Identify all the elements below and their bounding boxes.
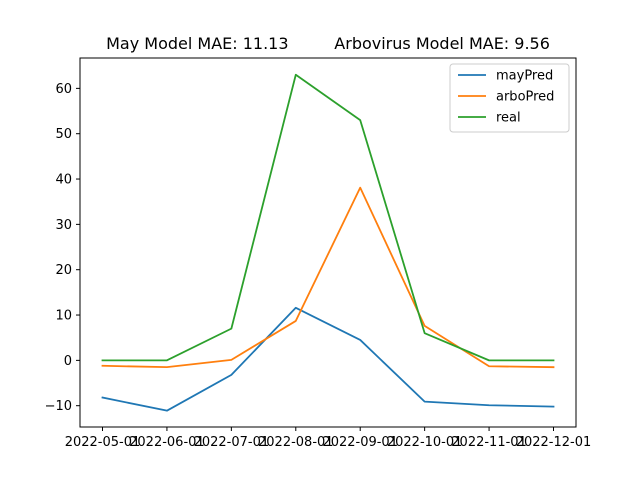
- x-tick-label: 2022-09-01: [322, 435, 398, 450]
- x-tick-label: 2022-08-01: [258, 435, 334, 450]
- x-tick-label: 2022-11-01: [451, 435, 527, 450]
- series-line-arboPred: [101, 186, 555, 369]
- x-tick-label: 2022-07-01: [194, 435, 270, 450]
- y-tick-label: 50: [55, 127, 72, 142]
- x-tick-label: 2022-10-01: [387, 435, 463, 450]
- series-layer: [101, 73, 555, 412]
- x-tick-label: 2022-06-01: [129, 435, 205, 450]
- legend-label-arboPred: arboPred: [496, 90, 554, 105]
- legend-box: [449, 63, 570, 133]
- x-tick-label: 2022-12-01: [516, 435, 592, 450]
- y-tick-label: 20: [55, 263, 72, 278]
- axes-layer: −1001020304050602022-05-012022-06-012022…: [45, 57, 592, 450]
- chart-title: May Model MAE: 11.13 Arbovirus Model MAE…: [106, 34, 550, 53]
- y-tick-label: 0: [64, 354, 72, 369]
- legend: mayPred arboPred real: [449, 63, 570, 133]
- y-tick-label: −10: [45, 399, 72, 414]
- y-tick-label: 60: [55, 82, 72, 97]
- x-tick-label: 2022-05-01: [65, 435, 141, 450]
- y-tick-label: 30: [55, 218, 72, 233]
- series-line-real: [101, 73, 555, 362]
- legend-label-real: real: [496, 111, 521, 126]
- y-tick-label: 40: [55, 173, 72, 188]
- series-line-mayPred: [101, 306, 555, 412]
- plot-frame: [79, 57, 577, 428]
- y-tick-label: 10: [55, 309, 72, 324]
- legend-label-mayPred: mayPred: [496, 69, 553, 84]
